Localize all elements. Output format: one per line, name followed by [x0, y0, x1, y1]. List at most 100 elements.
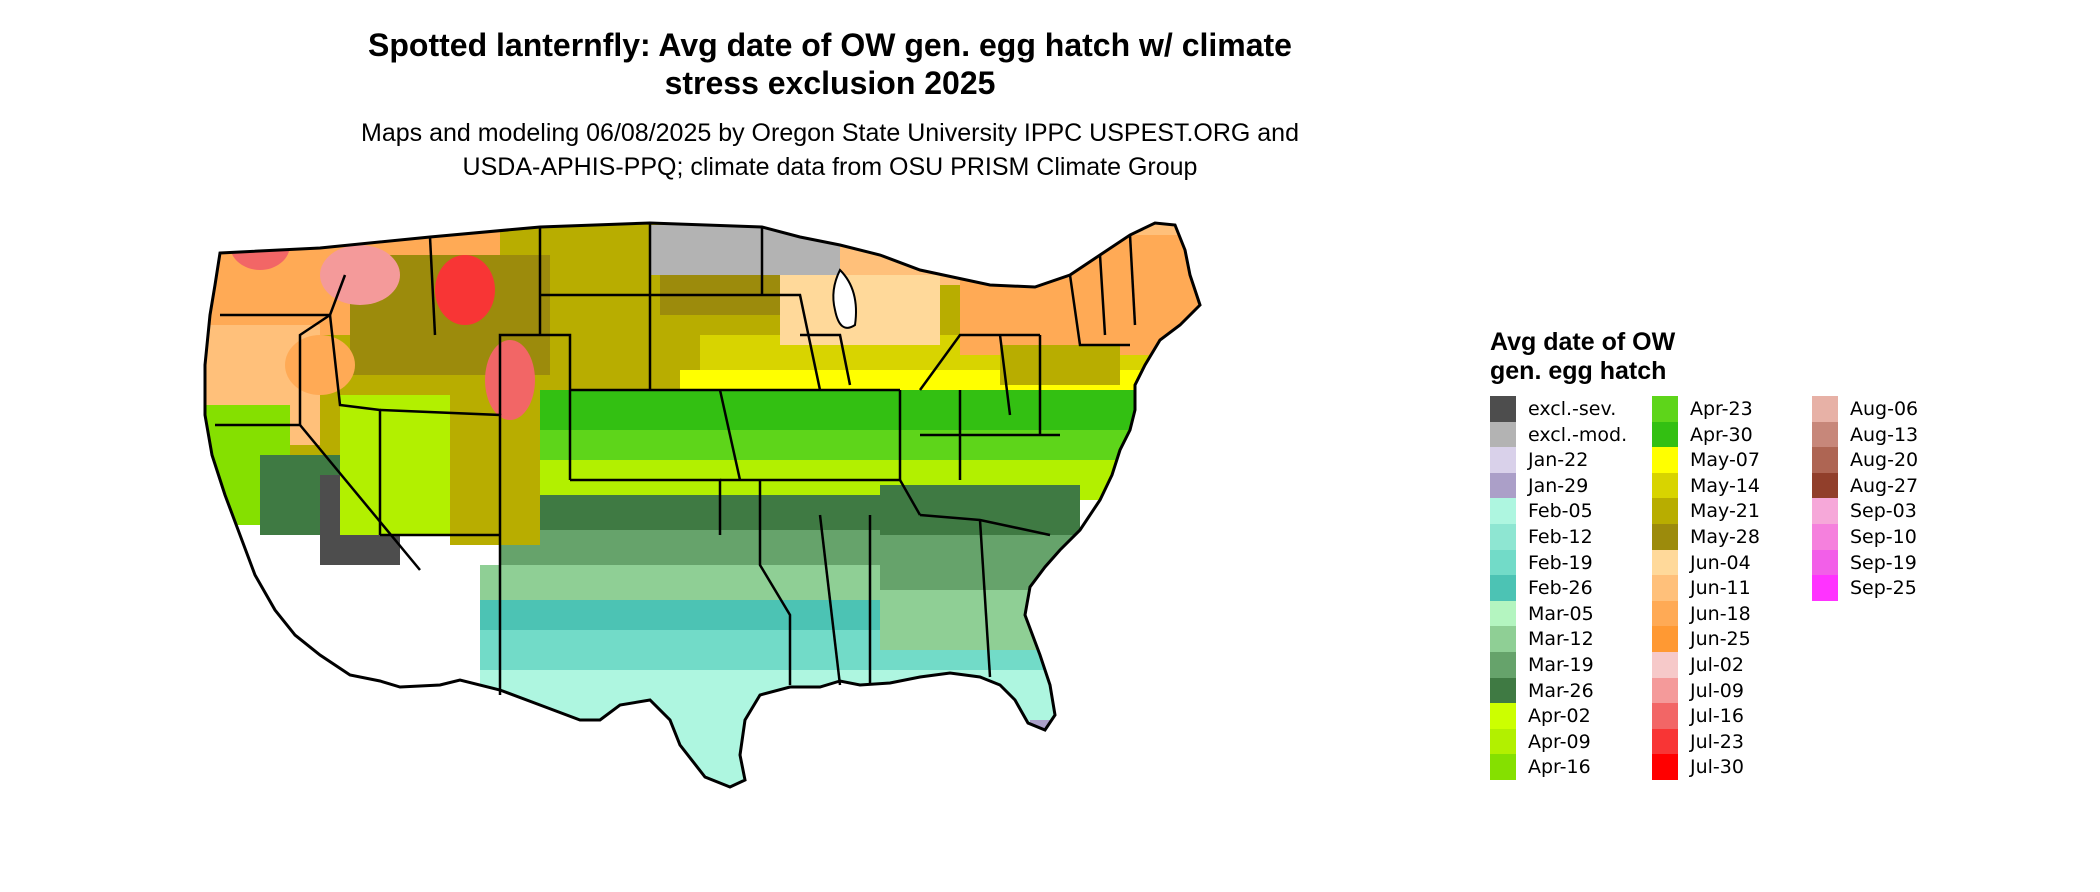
- legend-swatch: [1652, 524, 1678, 550]
- legend-swatch: [1490, 472, 1516, 499]
- legend-title-line-1: Avg date of OW: [1490, 328, 1676, 356]
- legend-item: Feb-19: [1490, 549, 1690, 576]
- legend-label: Jun-25: [1690, 628, 1751, 651]
- legend-label: Sep-25: [1850, 577, 1917, 600]
- lake-michigan: [832, 268, 857, 329]
- legend-swatch: [1490, 421, 1516, 448]
- legend-label: Aug-06: [1850, 398, 1919, 420]
- legend-label: excl.-sev.: [1528, 398, 1617, 420]
- hatch-date-fill: [205, 223, 1200, 787]
- legend-swatch: [1652, 396, 1678, 422]
- legend-label: Aug-13: [1850, 423, 1919, 446]
- legend-swatch: [1490, 447, 1516, 473]
- legend-item: Jun-04: [1652, 549, 1852, 576]
- legend-item: Jul-23: [1652, 728, 1852, 755]
- legend-swatch: [1812, 421, 1838, 448]
- legend-item: Apr-23: [1652, 396, 1852, 422]
- legend-item: Feb-05: [1490, 498, 1690, 524]
- legend-item: Feb-12: [1490, 524, 1690, 550]
- legend-swatch: [1652, 626, 1678, 652]
- legend-item: Apr-09: [1490, 728, 1690, 755]
- map-subtitle-line-1: Maps and modeling 06/08/2025 by Oregon S…: [361, 119, 1299, 147]
- legend-label: Feb-12: [1528, 526, 1593, 548]
- legend-item: Sep-10: [1812, 524, 2012, 550]
- legend-item: Aug-27: [1812, 472, 2012, 499]
- legend-swatch: [1652, 754, 1678, 780]
- legend-item: Sep-03: [1812, 498, 2012, 524]
- legend-item: Jan-29: [1490, 472, 1690, 499]
- map-subtitle-line-2: USDA-APHIS-PPQ; climate data from OSU PR…: [462, 153, 1198, 181]
- southeast-mar-19: [880, 535, 1080, 595]
- legend-item: Jun-11: [1652, 575, 1852, 601]
- southeast-mar-12: [880, 590, 1050, 650]
- legend-label: Aug-27: [1850, 474, 1919, 497]
- legend-swatch: [1490, 524, 1516, 550]
- legend-swatch: [1812, 575, 1838, 601]
- legend-swatch: [1490, 703, 1516, 729]
- legend-label: Aug-20: [1850, 449, 1919, 472]
- legend-swatch: [1490, 575, 1516, 601]
- legend-swatch: [1652, 575, 1678, 601]
- great-basin-jun-18: [285, 335, 355, 395]
- legend-swatch: [1490, 754, 1516, 780]
- legend-item: Aug-06: [1812, 396, 2012, 422]
- cascades-jul-16: [230, 223, 290, 270]
- legend-item: excl.-mod.: [1490, 421, 1690, 448]
- legend-item: Jun-18: [1652, 600, 1852, 627]
- legend-swatch: [1652, 498, 1678, 524]
- legend-swatch: [1652, 677, 1678, 704]
- legend-label: Jan-29: [1528, 474, 1589, 497]
- band-apr-30: [530, 390, 1150, 435]
- legend-label: Apr-02: [1528, 705, 1591, 728]
- legend-item: Jan-22: [1490, 447, 1690, 473]
- legend-label: Mar-19: [1528, 654, 1594, 676]
- legend-item: Sep-25: [1812, 575, 2012, 601]
- legend-label: Feb-19: [1528, 551, 1593, 574]
- legend-item: Apr-16: [1490, 754, 1690, 780]
- legend-item: Jun-25: [1652, 626, 1852, 652]
- state-boundaries: [215, 223, 1137, 695]
- legend-label: Jun-04: [1690, 551, 1751, 574]
- legend-swatch: [1652, 728, 1678, 755]
- legend-swatch: [1652, 549, 1678, 576]
- legend-item: Sep-19: [1812, 549, 2012, 576]
- legend-item: Mar-19: [1490, 652, 1690, 678]
- legend-item: Jul-02: [1652, 652, 1852, 678]
- legend-label: Mar-12: [1528, 628, 1594, 651]
- idaho-jul-09: [320, 245, 400, 305]
- legend-swatch: [1490, 600, 1516, 627]
- excluded-moderate-north: [650, 225, 840, 275]
- legend-swatch: [1652, 421, 1678, 448]
- legend-swatch: [1490, 728, 1516, 755]
- legend-item: May-14: [1652, 472, 1852, 499]
- legend-swatch: [1490, 677, 1516, 704]
- wisconsin-jun-04: [780, 275, 940, 345]
- legend-label: excl.-mod.: [1528, 423, 1628, 446]
- legend-item: Feb-26: [1490, 575, 1690, 601]
- us-outline: [203, 221, 1202, 789]
- legend-swatch: [1652, 652, 1678, 678]
- legend-swatch: [1490, 652, 1516, 678]
- legend-swatch: [1490, 396, 1516, 422]
- colorado-jul-16: [485, 340, 535, 420]
- title-block: Spotted lanternfly: Avg date of OW gen. …: [240, 26, 1420, 184]
- legend-label: Jun-18: [1690, 602, 1751, 625]
- legend-label: Jul-09: [1690, 679, 1744, 702]
- legend-swatch: [1652, 703, 1678, 729]
- legend-label: Sep-10: [1850, 526, 1917, 548]
- arizona-apr-09: [340, 395, 460, 535]
- legend-label: Sep-19: [1850, 551, 1917, 574]
- legend-title: Avg date of OW gen. egg hatch: [1490, 328, 2010, 386]
- legend-label: May-21: [1690, 500, 1760, 523]
- legend-item: Mar-26: [1490, 677, 1690, 704]
- legend-label: May-07: [1690, 449, 1760, 472]
- legend-item: Jul-09: [1652, 677, 1852, 704]
- legend-swatch: [1812, 396, 1838, 422]
- legend-swatch: [1812, 472, 1838, 499]
- legend-item: Jul-16: [1652, 703, 1852, 729]
- legend-label: Jul-16: [1690, 705, 1744, 728]
- legend-item: May-07: [1652, 447, 1852, 473]
- legend: Avg date of OW gen. egg hatch excl.-sev.…: [1490, 328, 2010, 788]
- legend-swatch: [1812, 549, 1838, 576]
- legend-item: Aug-20: [1812, 447, 2012, 473]
